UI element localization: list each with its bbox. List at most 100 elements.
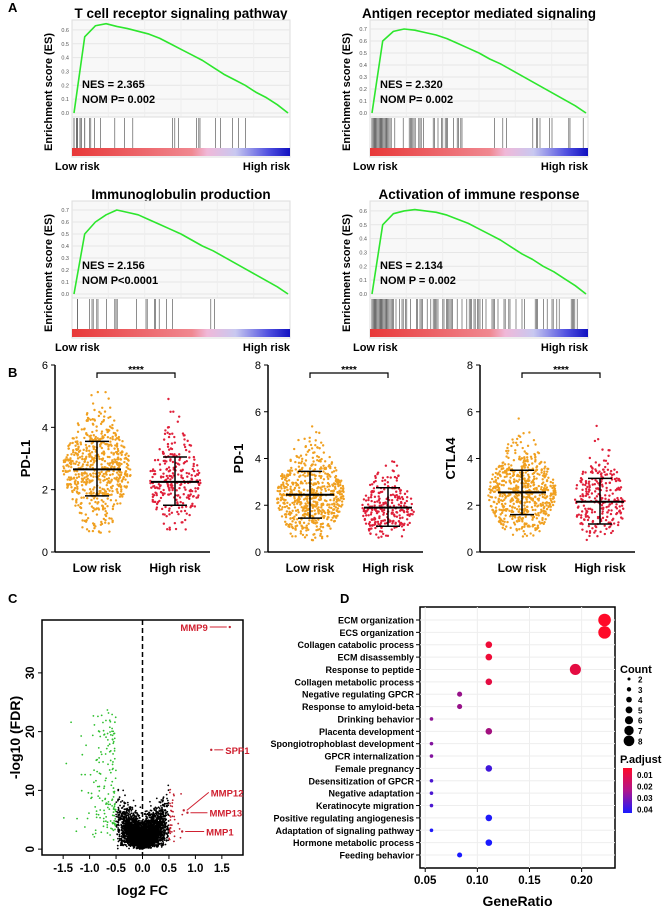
data-point (289, 458, 292, 462)
data-point (276, 501, 279, 505)
data-point (542, 487, 546, 490)
data-point (281, 473, 284, 476)
data-point (90, 394, 93, 397)
data-point (297, 495, 301, 499)
data-point (377, 495, 380, 498)
data-point (77, 475, 81, 478)
data-point (515, 500, 518, 504)
data-point (108, 530, 111, 533)
data-point (373, 516, 376, 520)
data-point (278, 504, 282, 508)
data-point (606, 462, 609, 465)
data-point (313, 513, 317, 516)
data-point (494, 480, 497, 484)
data-point (96, 390, 100, 394)
data-point (89, 459, 93, 463)
data-point (332, 508, 335, 511)
data-point (186, 439, 189, 443)
data-point (382, 511, 386, 515)
data-point (517, 505, 521, 508)
tick-label: 2 (255, 500, 261, 512)
data-point (615, 507, 619, 510)
data-point (76, 485, 79, 489)
data-point (390, 501, 394, 505)
data-point (72, 462, 75, 465)
data-point (540, 508, 543, 512)
gene-point (179, 836, 182, 839)
data-point (532, 515, 536, 519)
data-point (523, 504, 526, 507)
data-point (312, 489, 315, 492)
data-point (376, 510, 379, 513)
data-point (177, 415, 181, 418)
data-point (506, 467, 509, 471)
data-point (118, 474, 121, 477)
data-point (87, 530, 91, 533)
data-point (311, 514, 314, 518)
data-point (609, 469, 613, 473)
gene-point (150, 809, 153, 812)
data-point (155, 486, 158, 489)
data-point (112, 469, 115, 473)
data-point (391, 508, 394, 512)
data-point (116, 490, 119, 493)
data-point (367, 528, 371, 531)
data-point (169, 474, 173, 478)
data-point (108, 425, 112, 428)
nom-p-value: NOM P = 0.002 (380, 275, 456, 287)
data-point (284, 515, 288, 519)
data-point (183, 509, 187, 513)
data-point (303, 437, 306, 441)
tick-label: 0.0 (61, 111, 69, 117)
data-point (382, 501, 385, 505)
data-point (526, 484, 530, 487)
data-point (165, 514, 168, 518)
data-point (408, 514, 411, 518)
nom-p-value: NOM P<0.0001 (82, 275, 158, 287)
data-point (586, 485, 589, 489)
data-point (604, 497, 607, 501)
data-point (605, 505, 608, 509)
data-point (330, 518, 333, 522)
data-point (165, 460, 168, 463)
data-point (525, 500, 529, 504)
data-point (523, 523, 526, 527)
data-point (316, 480, 320, 484)
data-point (103, 410, 107, 413)
data-point (303, 479, 307, 483)
data-point (193, 505, 197, 508)
data-point (511, 517, 514, 521)
gene-point (112, 838, 115, 841)
data-point (363, 518, 367, 522)
gene-point (131, 806, 134, 809)
data-point (280, 477, 284, 480)
data-point (370, 493, 373, 497)
data-point (395, 490, 398, 493)
data-point (84, 520, 88, 523)
data-point (115, 488, 118, 491)
data-point (549, 480, 553, 484)
data-point (590, 511, 594, 514)
data-point (340, 500, 344, 503)
data-point (305, 526, 309, 530)
data-point (87, 417, 90, 420)
data-point (608, 526, 611, 529)
data-point (94, 500, 97, 504)
data-point (533, 504, 537, 507)
data-point (491, 509, 495, 512)
data-point (553, 500, 556, 503)
data-point (393, 526, 396, 529)
data-point (400, 501, 403, 505)
data-point (101, 508, 105, 511)
tick-label: 0.3 (61, 69, 69, 75)
data-point (575, 487, 578, 490)
data-point (92, 491, 95, 495)
data-point (301, 527, 304, 530)
data-point (124, 485, 127, 489)
data-point (528, 479, 531, 482)
data-point (606, 468, 610, 471)
data-point (519, 511, 522, 515)
data-point (153, 459, 157, 462)
data-point (192, 464, 195, 468)
